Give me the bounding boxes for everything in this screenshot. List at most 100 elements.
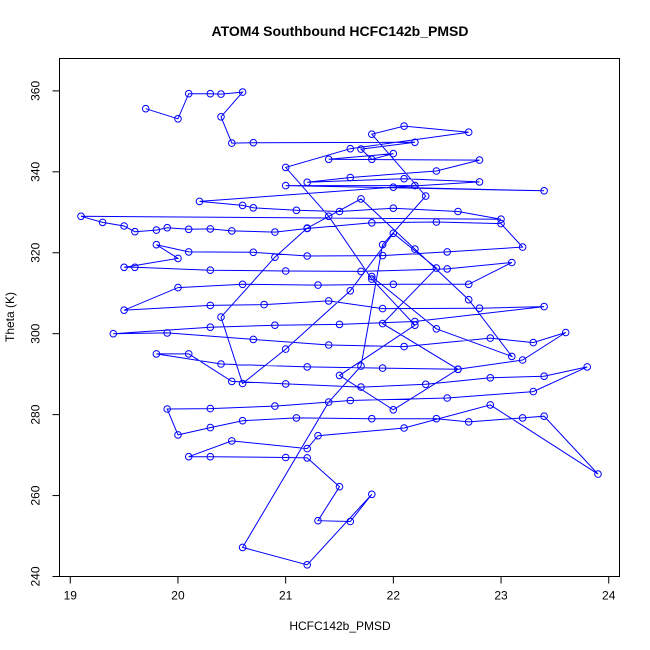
y-tick-label: 260: [29, 485, 43, 505]
x-tick-label: 20: [171, 589, 185, 603]
data-point: [475, 304, 484, 313]
data-point: [206, 404, 215, 413]
data-point: [378, 319, 387, 328]
data-point: [152, 240, 161, 249]
data-point: [303, 252, 312, 260]
data-point: [184, 452, 193, 461]
data-point: [335, 482, 344, 491]
data-point: [443, 394, 452, 402]
data-point: [486, 401, 495, 409]
data-point: [206, 452, 215, 461]
data-point: [217, 360, 225, 368]
data-point: [217, 113, 225, 121]
data-point: [260, 300, 268, 309]
data-point: [346, 144, 355, 153]
plot-frame: [59, 58, 620, 577]
data-point: [594, 470, 602, 478]
data-point: [174, 283, 182, 292]
data-point: [314, 516, 322, 525]
data-point: [518, 356, 527, 364]
data-point: [432, 325, 441, 333]
y-tick-label: 360: [29, 81, 43, 101]
data-point: [411, 245, 419, 253]
data-point: [357, 362, 365, 370]
y-axis: 240 260 280 300 320 340 360: [29, 81, 60, 587]
data-point: [421, 192, 430, 200]
data-point: [540, 372, 548, 381]
data-point: [281, 163, 290, 172]
data-point: [271, 253, 279, 262]
data-point: [303, 454, 312, 462]
data-point: [443, 248, 452, 256]
y-tick-label: 280: [29, 404, 43, 424]
data-point: [109, 329, 118, 338]
data-point: [540, 302, 548, 311]
data-point: [163, 329, 171, 337]
data-point: [368, 414, 376, 423]
data-point: [400, 122, 408, 130]
data-point: [238, 88, 247, 96]
data-point: [335, 371, 344, 380]
data-point: [206, 323, 215, 332]
data-point: [518, 414, 527, 422]
data-point: [411, 181, 419, 190]
data-point: [238, 416, 247, 425]
data-point: [389, 406, 398, 414]
data-point: [303, 444, 312, 453]
data-point: [141, 104, 150, 113]
data-point: [324, 212, 333, 221]
data-point: [508, 352, 516, 361]
x-tick-label: 22: [387, 589, 401, 603]
data-point: [421, 380, 430, 389]
data-point: [324, 398, 333, 406]
data-point: [228, 437, 236, 445]
data-point: [497, 215, 505, 223]
data-point: [346, 173, 355, 182]
data-point: [120, 263, 128, 272]
data-point: [303, 363, 312, 371]
data-point: [271, 402, 279, 410]
x-tick-label: 19: [64, 589, 78, 603]
data-point: [314, 281, 322, 289]
data-point: [217, 90, 225, 98]
data-point: [486, 334, 495, 342]
x-tick-label: 23: [494, 589, 508, 603]
data-point: [281, 345, 290, 353]
data-point: [464, 128, 473, 136]
data-point: [152, 350, 161, 358]
data-point: [357, 383, 365, 391]
data-point: [518, 243, 527, 251]
data-point: [368, 275, 376, 283]
data-point: [271, 321, 279, 330]
y-tick-label: 240: [29, 566, 43, 586]
data-point: [357, 195, 365, 203]
data-point: [368, 130, 376, 138]
x-tick-label: 24: [602, 589, 616, 603]
data-point: [120, 222, 128, 230]
data-point: [98, 218, 107, 227]
data-point: [378, 251, 387, 260]
data-point: [228, 377, 236, 386]
data-point: [389, 229, 398, 238]
y-axis-label: Theta (K): [3, 292, 17, 342]
data-point: [238, 201, 247, 210]
data-point: [324, 341, 333, 349]
data-point: [378, 240, 387, 249]
data-point: [529, 338, 538, 347]
data-point: [249, 204, 258, 212]
data-point: [346, 287, 355, 295]
data-point: [475, 156, 484, 164]
data-point: [400, 424, 408, 432]
data-point: [486, 374, 495, 382]
data-point: [432, 414, 441, 423]
data-point: [346, 517, 355, 526]
data-point: [238, 280, 247, 289]
data-point: [206, 225, 215, 233]
data-point: [120, 306, 128, 315]
data-point: [454, 365, 462, 374]
data-point: [314, 431, 322, 440]
data-point: [206, 266, 215, 275]
data-point: [335, 320, 344, 329]
data-point: [378, 304, 387, 313]
data-point: [163, 405, 171, 413]
